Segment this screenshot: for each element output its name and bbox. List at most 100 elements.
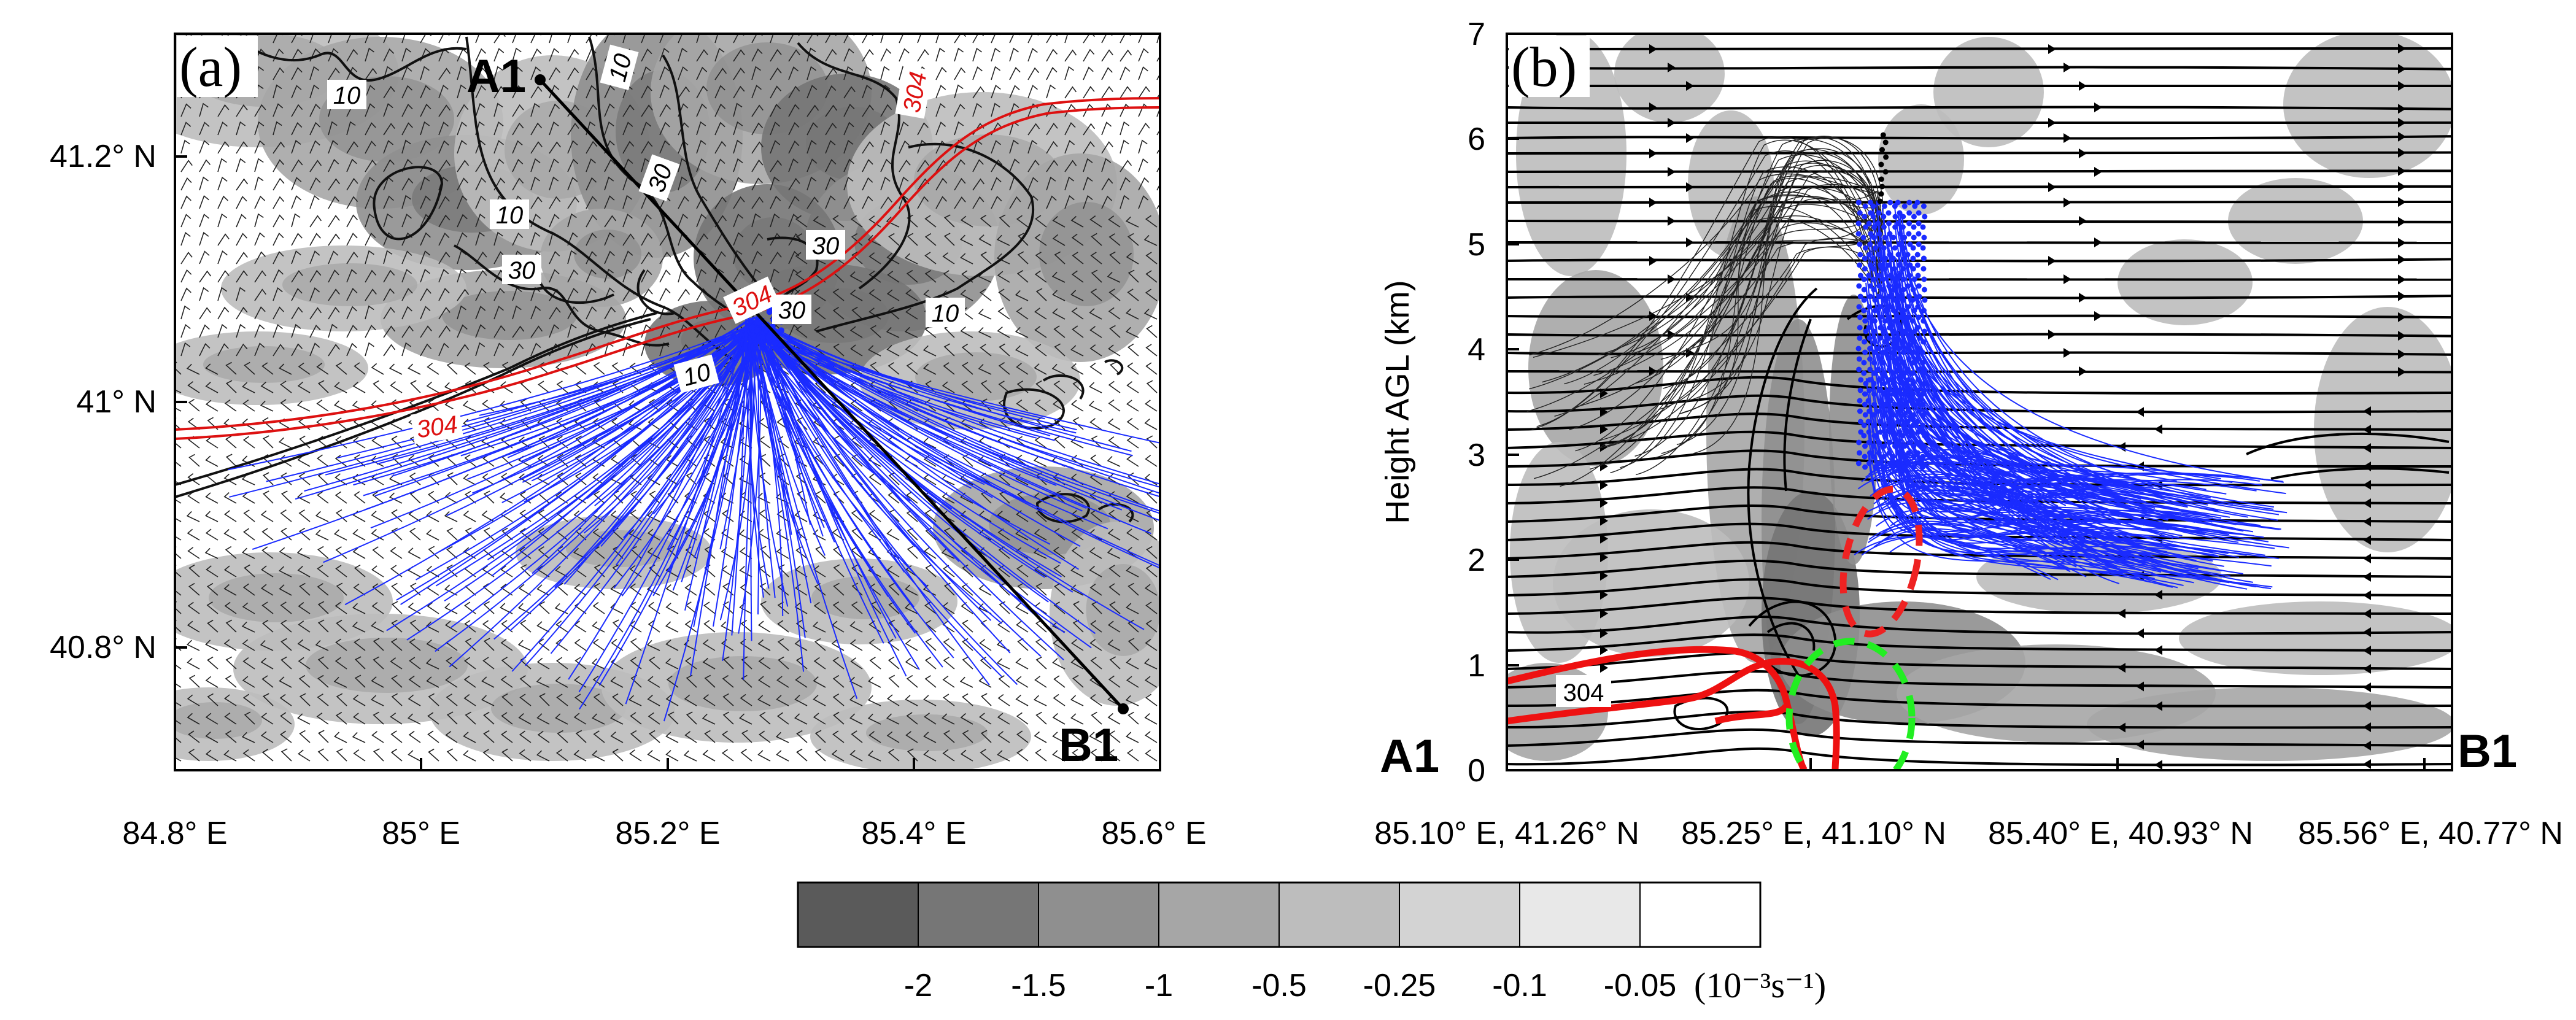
wind-barb — [298, 362, 311, 375]
trajectory-point — [1870, 412, 1876, 418]
wind-barb — [309, 250, 320, 265]
trajectory-point — [1866, 387, 1873, 393]
wind-barb — [1145, 215, 1158, 228]
wind-barb — [371, 436, 384, 449]
trajectory-point — [1866, 439, 1872, 446]
wind-barb — [298, 674, 311, 688]
wind-barb — [463, 694, 476, 706]
wind-barb — [758, 676, 771, 688]
thin-trajectory — [1531, 150, 1879, 430]
wind-barb — [795, 584, 808, 596]
wind-barb — [1016, 270, 1029, 283]
wind-barb — [1015, 326, 1029, 338]
wind-barb — [905, 584, 918, 596]
wind-barb — [567, 123, 579, 136]
wind-barb — [517, 639, 532, 651]
streamline-arrow — [1668, 167, 1676, 177]
wind-barb — [610, 584, 624, 596]
wind-barb — [886, 565, 900, 578]
wind-barb — [867, 713, 881, 725]
wind-barb — [943, 730, 955, 743]
streamline — [1507, 376, 2452, 395]
wind-barb — [733, 85, 745, 99]
wind-barb — [557, 730, 568, 743]
wind-barb — [628, 419, 642, 430]
wind-barb — [372, 491, 384, 504]
wind-barb — [493, 85, 506, 99]
wind-barb — [334, 382, 347, 393]
wind-barb — [391, 509, 403, 522]
wind-barb — [537, 454, 550, 467]
wind-barb — [408, 675, 421, 688]
wind-barb — [686, 674, 697, 688]
wind-barb — [751, 213, 761, 228]
wind-barb — [328, 233, 340, 246]
trajectory-line — [376, 325, 747, 465]
trajectory-point — [1863, 381, 1869, 387]
panel-a-black-contours — [175, 36, 1134, 524]
wind-barb — [335, 546, 347, 559]
wind-barb — [336, 582, 347, 596]
trajectory-point — [1876, 210, 1882, 216]
wind-barb — [493, 306, 504, 320]
streamline-arrow — [1600, 628, 1608, 639]
trajectory-point — [1858, 429, 1864, 435]
trajectory-point — [1921, 443, 1927, 449]
panel-b-start-point-label: A1 — [1380, 730, 1439, 782]
wind-barb — [795, 270, 808, 283]
wind-barb — [905, 731, 918, 743]
wind-barb — [1101, 122, 1112, 136]
wind-barb — [924, 215, 937, 228]
trajectory-point — [1901, 464, 1908, 470]
wind-barb — [1107, 713, 1121, 725]
trajectory-line — [1893, 322, 2230, 536]
wind-barb — [849, 326, 863, 338]
wind-barb — [501, 693, 513, 706]
wind-barb — [886, 345, 900, 357]
wind-barb — [236, 178, 249, 191]
wind-barb — [328, 344, 340, 357]
trajectory-line — [1857, 470, 2055, 514]
trajectory-point — [1882, 433, 1889, 439]
wind-barb — [678, 47, 688, 62]
wind-barb — [493, 158, 505, 172]
wind-barb — [317, 601, 329, 614]
wind-barb — [604, 232, 615, 246]
wind-barb — [714, 141, 727, 154]
wind-barb — [770, 176, 780, 191]
trajectory-point — [1921, 234, 1927, 241]
wind-barb — [960, 253, 973, 265]
wind-barb — [888, 306, 900, 320]
wind-barb — [1089, 215, 1102, 228]
wind-barb — [457, 160, 470, 172]
trajectory-origin — [772, 339, 778, 346]
wind-barb — [980, 380, 992, 393]
wind-barb — [567, 196, 579, 209]
panel-b: 304 (b) A1 B1 Height AGL (km) 7 6 5 4 3 … — [1374, 17, 2563, 851]
wind-barb — [446, 564, 458, 578]
wind-barb — [438, 251, 451, 265]
colorbar-swatch — [1158, 882, 1280, 948]
wind-barb — [888, 619, 900, 633]
wind-barb — [457, 104, 469, 117]
wind-barb — [702, 657, 716, 670]
wind-barb — [175, 619, 182, 633]
wind-barb — [180, 103, 191, 117]
wind-barb — [457, 344, 470, 357]
wind-barb — [279, 566, 292, 578]
wind-barb — [352, 732, 366, 743]
trajectory-point — [1900, 276, 1906, 282]
wind-barb — [519, 694, 532, 706]
wind-barb — [549, 48, 560, 62]
wind-barb — [777, 601, 789, 614]
colorbar-label: -0.05 — [1604, 968, 1677, 1003]
wind-barb — [1051, 363, 1066, 375]
trajectory-point — [1915, 304, 1921, 310]
panel-a-x-tick: 85.2° E — [615, 816, 720, 851]
wind-barb — [420, 250, 431, 265]
wind-barb — [199, 324, 210, 338]
shading-blob — [1553, 509, 1749, 657]
wind-barb — [641, 122, 652, 136]
wind-barb — [556, 694, 568, 706]
wind-barb — [943, 214, 955, 228]
